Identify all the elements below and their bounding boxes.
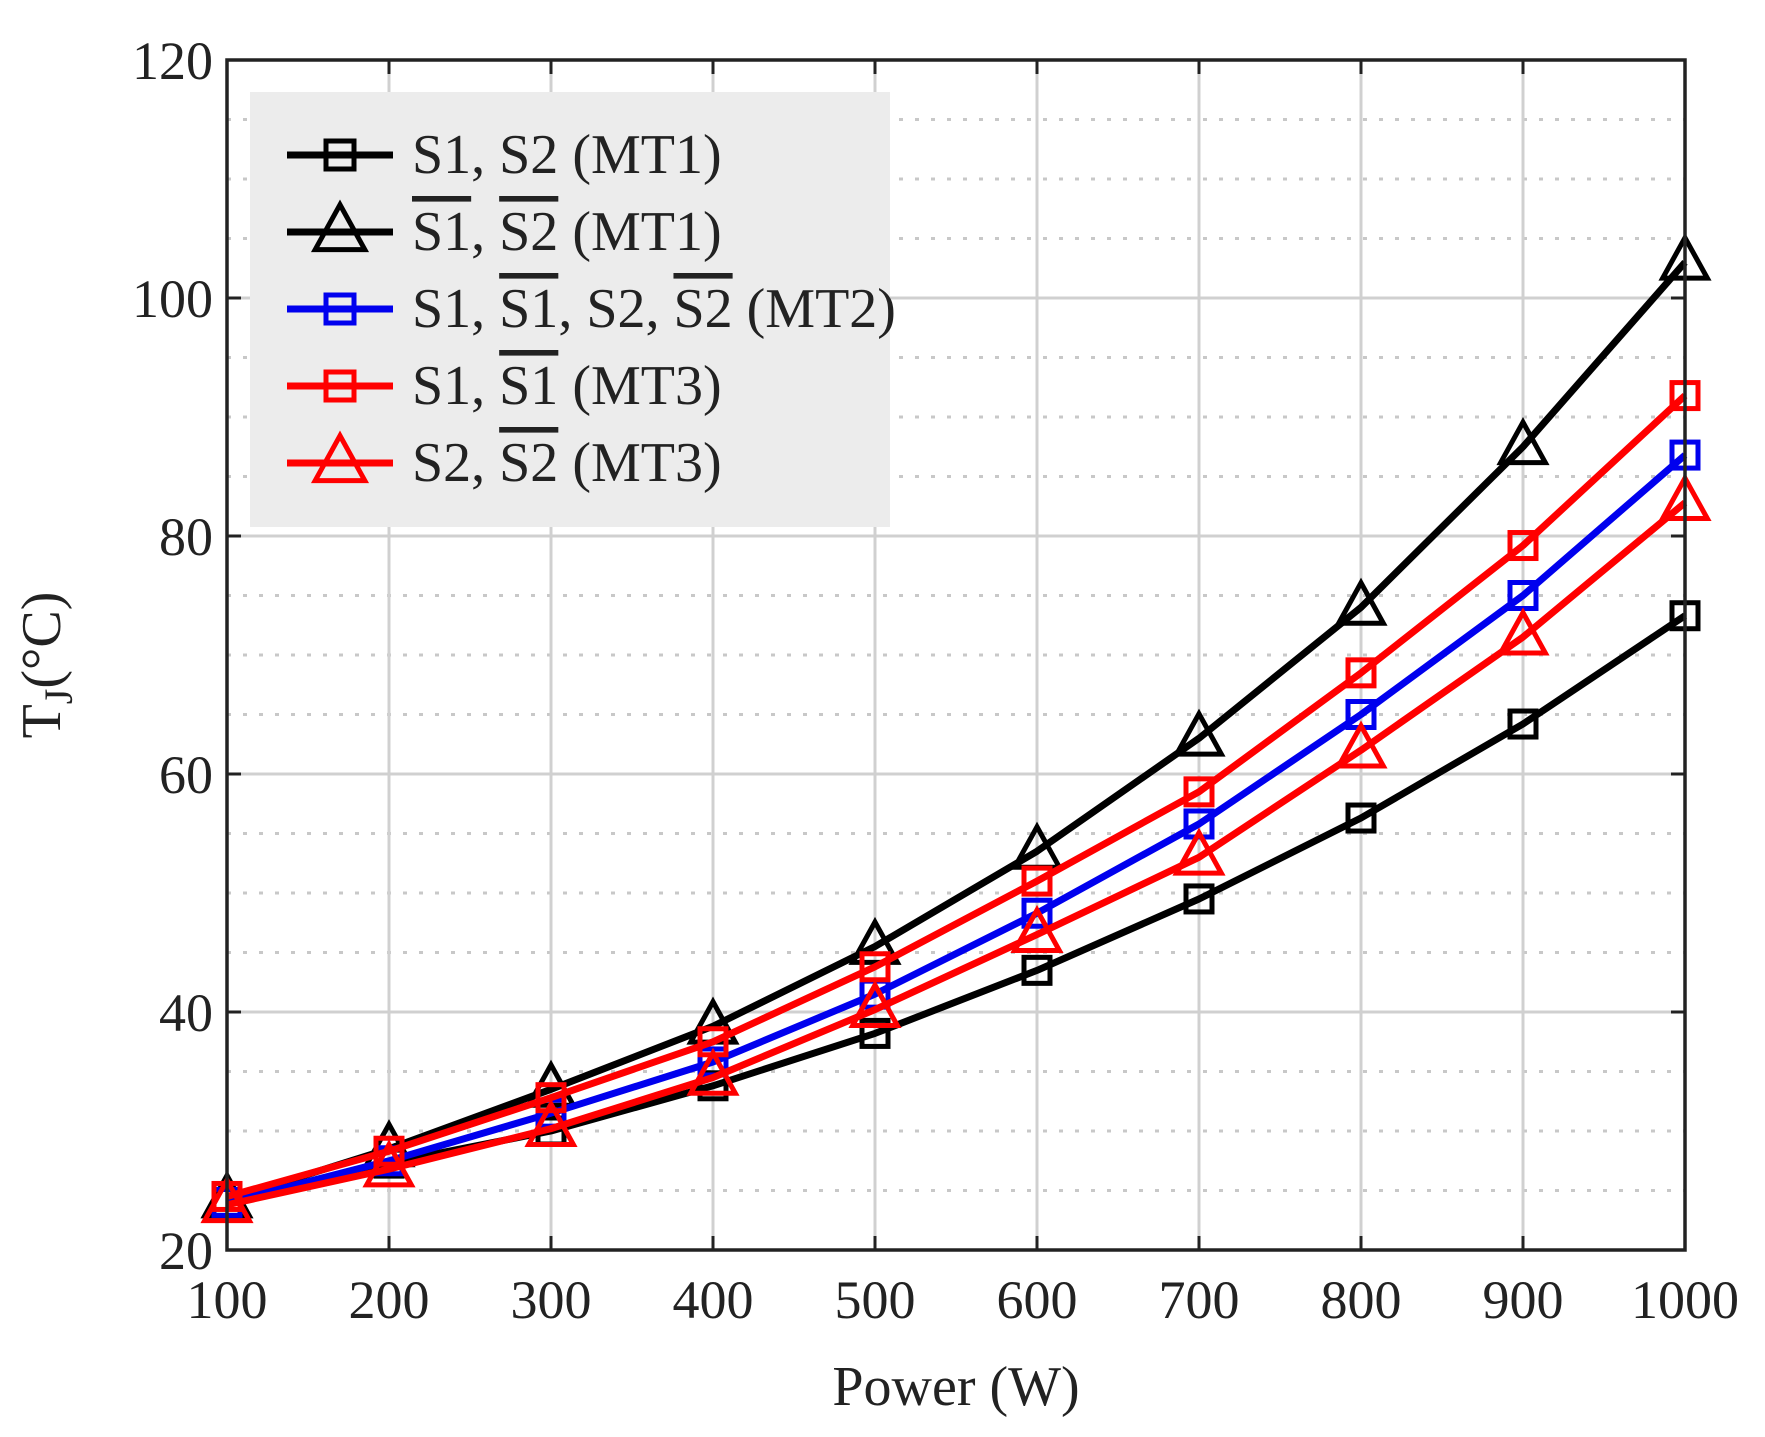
y-tick-label: 40 — [159, 983, 213, 1043]
legend-label: S1, S2 (MT1) — [412, 201, 722, 263]
x-tick-label: 100 — [187, 1270, 268, 1330]
data-point-square — [1183, 883, 1215, 915]
data-point-triangle — [1172, 827, 1226, 876]
x-tick-label: 500 — [835, 1270, 916, 1330]
legend-marker-square — [323, 138, 357, 172]
y-tick-label: 120 — [132, 31, 213, 91]
series-line — [225, 259, 1688, 1204]
data-point-square — [859, 1017, 891, 1049]
legend-marker-triangle — [310, 430, 370, 484]
x-tick-label: 400 — [673, 1270, 754, 1330]
data-point-square — [1021, 954, 1053, 986]
data-point-triangle — [1334, 577, 1388, 626]
y-tick-label: 100 — [132, 269, 213, 329]
data-point-square — [859, 951, 891, 983]
series-line — [226, 500, 1688, 1209]
legend-item: S1, S1, S2, S2 (MT2) — [287, 278, 896, 340]
data-point-triangle — [1010, 904, 1064, 953]
legend-item: S1, S1 (MT3) — [287, 355, 722, 417]
data-point-square — [1507, 708, 1539, 740]
y-axis-title-unit: (°C) — [11, 592, 73, 689]
data-point-triangle — [362, 1139, 416, 1188]
x-tick-label: 900 — [1483, 1270, 1564, 1330]
data-point-square — [535, 1082, 567, 1114]
legend-marker-square — [323, 369, 357, 403]
y-tick-label: 80 — [159, 507, 213, 567]
ticks: 20 40 60 80 100 120 100 200 300 400 500 600 700 800 90… — [132, 31, 1739, 1330]
data-point-square — [1507, 530, 1539, 562]
y-tick-label: 60 — [159, 745, 213, 805]
data-point-triangle — [1496, 607, 1550, 656]
legend-item: S2, S2 (MT3) — [287, 430, 722, 494]
x-axis-title: Power (W) — [832, 1356, 1079, 1418]
data-point-triangle — [848, 916, 902, 965]
data-point-square — [1021, 897, 1053, 929]
data-point-triangle — [1334, 720, 1388, 769]
data-point-triangle — [1172, 708, 1226, 757]
data-point-square — [1021, 865, 1053, 897]
data-point-triangle — [686, 1047, 740, 1096]
x-tick-label: 1000 — [1631, 1270, 1739, 1330]
data-point-square — [1345, 802, 1377, 834]
data-point-triangle — [524, 1098, 578, 1147]
x-tick-label: 200 — [349, 1270, 430, 1330]
y-axis-title: TJ(°C) — [11, 592, 81, 739]
series-4 — [211, 380, 1701, 1212]
y-axis-title-main: T — [11, 704, 73, 738]
series-line — [226, 452, 1688, 1206]
legend-label: S1, S2 (MT1) — [412, 124, 722, 186]
legend-marker-triangle — [310, 199, 370, 253]
legend-marker-square — [323, 292, 357, 326]
data-point-square — [373, 1135, 405, 1167]
series-line — [226, 393, 1688, 1200]
data-point-triangle — [848, 979, 902, 1028]
y-axis-title-subscript: J — [36, 689, 81, 705]
x-tick-label: 700 — [1159, 1270, 1240, 1330]
legend-label: S1, S1, S2, S2 (MT2) — [412, 278, 896, 340]
x-tick-label: 300 — [511, 1270, 592, 1330]
y-tick-label: 20 — [159, 1221, 213, 1281]
legend: S1, S2 (MT1) S1, S2 (MT1) S1, S1, S2, S2 (… — [250, 92, 896, 527]
legend-label: S1, S1 (MT3) — [412, 355, 722, 417]
x-tick-label: 600 — [997, 1270, 1078, 1330]
plot-frame — [225, 58, 1687, 1252]
series-layer — [200, 232, 1712, 1224]
data-point-square — [1183, 776, 1215, 808]
legend-item: S1, S2 (MT1) — [287, 124, 722, 186]
legend-label: S2, S2 (MT3) — [412, 432, 722, 494]
legend-item: S1, S2 (MT1) — [287, 199, 722, 263]
x-tick-label: 800 — [1321, 1270, 1402, 1330]
data-point-square — [1345, 657, 1377, 689]
data-point-triangle — [1496, 417, 1550, 466]
